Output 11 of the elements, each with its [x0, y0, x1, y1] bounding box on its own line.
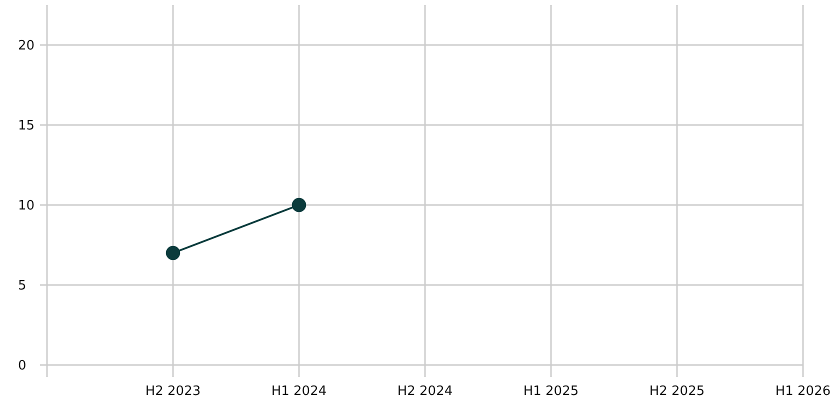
y-tick-label: 15: [18, 118, 35, 134]
x-tick-label: H2 2025: [649, 384, 705, 399]
x-tick-label: H2 2024: [397, 384, 453, 399]
y-tick-label: 0: [18, 358, 26, 374]
x-tick-label: H1 2024: [271, 384, 327, 399]
x-tick-label: H1 2025: [523, 384, 579, 399]
x-tick-label: H2 2023: [145, 384, 201, 399]
y-tick-label: 10: [18, 198, 35, 214]
y-tick-label: 20: [18, 38, 35, 54]
x-tick-label: H1 2026: [775, 384, 831, 399]
y-tick-label: 5: [18, 278, 26, 294]
